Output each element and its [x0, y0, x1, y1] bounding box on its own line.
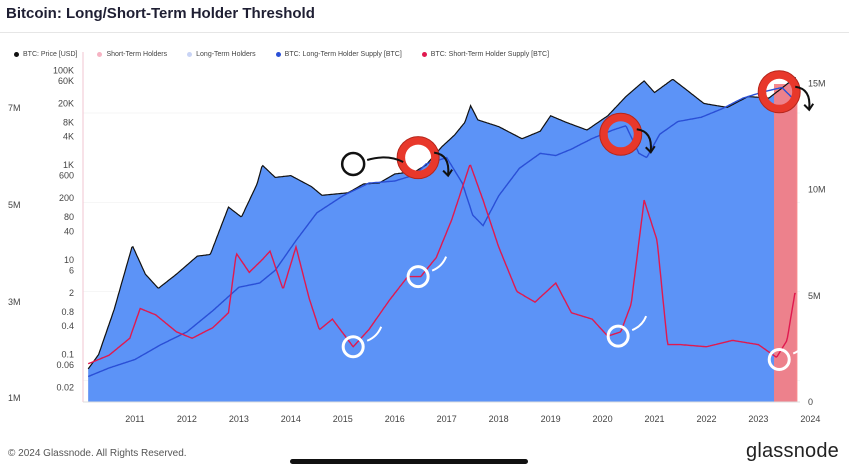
y-price-tick-label: 100K	[53, 65, 74, 75]
y-price-tick-label: 1K	[63, 160, 74, 170]
y-price-tick-label: 0.1	[61, 350, 74, 360]
arrow-down-icon	[433, 151, 450, 175]
long-term-holders-area	[88, 77, 796, 402]
x-tick-label: 2022	[696, 414, 716, 424]
legend-dot-icon	[14, 52, 19, 57]
x-tick-label: 2021	[645, 414, 665, 424]
legend-dot-icon	[421, 52, 427, 57]
legend-dot-icon	[97, 52, 103, 57]
x-tick-label: 2019	[541, 414, 561, 424]
y-price-tick-label: 60K	[58, 76, 74, 86]
legend-label: BTC: Short-Term Holder Supply [BTC]	[430, 51, 550, 58]
y-right-tick-label: 0	[808, 397, 813, 407]
red-ring-outline	[599, 112, 643, 156]
x-tick-label: 2012	[177, 414, 197, 424]
x-tick-label: 2015	[333, 414, 353, 424]
legend-item-lth-supply[interactable]: BTC: Long-Term Holder Supply [BTC]	[275, 51, 402, 58]
arrowhead-icon	[442, 169, 453, 178]
red-ring-outline	[396, 136, 440, 180]
arrow-up-icon	[366, 326, 383, 342]
y-left-supply-label: 7M	[8, 103, 21, 113]
arrow-up-icon	[431, 256, 448, 272]
y-price-tick-label: 0.8	[61, 307, 74, 317]
y-price-tick-label: 2	[69, 288, 74, 298]
y-price-tick-label: 4K	[63, 132, 74, 142]
y-left-supply-label: 5M	[8, 200, 21, 210]
x-tick-label: 2017	[437, 414, 457, 424]
legend-dot-icon	[187, 52, 193, 57]
legend-label: BTC: Price [USD]	[23, 51, 78, 58]
black-ring-marker	[340, 151, 366, 177]
y-left-supply-label: 3M	[8, 297, 21, 307]
y-price-tick-label: 8K	[63, 117, 74, 127]
x-tick-label: 2024	[800, 414, 820, 424]
long-term-holder-supply-line	[87, 86, 796, 378]
arrowhead-icon	[803, 103, 815, 112]
legend-label: Long-Term Holders	[196, 51, 256, 58]
price-line	[87, 77, 796, 370]
red-ring-marker	[758, 70, 801, 113]
legend-dot-icon	[275, 52, 281, 57]
legend-item-sth-supply[interactable]: BTC: Short-Term Holder Supply [BTC]	[421, 51, 550, 58]
x-tick-label: 2018	[489, 414, 509, 424]
y-price-tick-label: 0.02	[56, 383, 74, 393]
red-ring-outline	[757, 70, 801, 114]
y-left-supply-label: 1M	[8, 393, 21, 403]
arrow-up-icon	[631, 315, 648, 332]
y-right-tick-label: 15M	[808, 78, 826, 88]
y-right-tick-label: 10M	[808, 185, 826, 195]
y-price-tick-label: 0.4	[61, 321, 74, 331]
x-tick-label: 2020	[593, 414, 613, 424]
x-tick-label: 2011	[125, 414, 144, 424]
red-ring-marker	[397, 136, 440, 179]
arrow-right-icon	[366, 156, 404, 163]
y-price-tick-label: 0.06	[56, 360, 74, 370]
y-price-tick-label: 20K	[58, 98, 74, 108]
chart-title: Bitcoin: Long/Short-Term Holder Threshol…	[6, 5, 315, 22]
y-price-tick-label: 200	[59, 193, 74, 203]
chart-legend: BTC: Price [USD] Short-Term Holders Long…	[14, 51, 549, 58]
arrowhead-icon	[645, 145, 656, 154]
legend-label: Short-Term Holders	[106, 51, 168, 58]
x-tick-label: 2023	[748, 414, 768, 424]
arrow-up-icon	[792, 339, 809, 355]
y-right-tick-label: 5M	[808, 291, 821, 301]
y-price-tick-label: 600	[59, 171, 74, 181]
highlight-region	[774, 84, 798, 402]
title-divider	[0, 32, 849, 33]
arrow-down-icon	[795, 85, 811, 109]
y-price-tick-label: 40	[64, 226, 74, 236]
y-price-tick-label: 80	[64, 212, 74, 222]
x-tick-label: 2014	[281, 414, 301, 424]
arrow-down-icon	[636, 128, 652, 152]
x-tick-label: 2016	[385, 414, 405, 424]
brand-logo: glassnode	[746, 440, 839, 462]
red-ring-marker	[599, 113, 642, 156]
white-ring-marker	[341, 335, 365, 359]
legend-item-price[interactable]: BTC: Price [USD]	[14, 51, 77, 58]
legend-item-sth[interactable]: Short-Term Holders	[97, 51, 167, 58]
white-ring-marker	[606, 324, 630, 348]
legend-item-lth[interactable]: Long-Term Holders	[187, 51, 256, 58]
x-tick-label: 2013	[229, 414, 249, 424]
copyright: © 2024 Glassnode. All Rights Reserved.	[8, 448, 187, 459]
white-ring-marker	[767, 348, 791, 371]
short-term-holder-supply-line	[87, 164, 796, 365]
legend-label: BTC: Long-Term Holder Supply [BTC]	[284, 51, 402, 58]
white-ring-marker	[406, 265, 430, 289]
y-price-tick-label: 6	[69, 265, 74, 275]
y-price-tick-label: 10	[64, 255, 74, 265]
home-indicator[interactable]	[290, 459, 528, 464]
